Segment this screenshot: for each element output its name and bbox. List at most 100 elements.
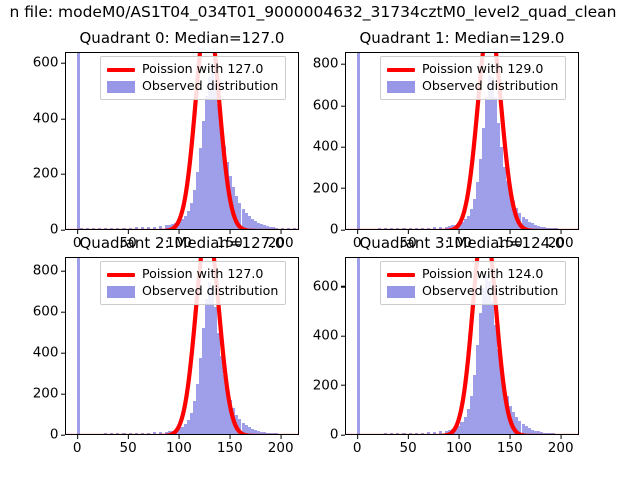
poisson-line-swatch xyxy=(386,63,415,77)
legend-entry: Observed distribution xyxy=(106,78,279,95)
histogram-bar xyxy=(490,300,495,434)
legend-label: Observed distribution xyxy=(421,78,559,94)
histogram-bar xyxy=(146,432,150,434)
histogram-bar xyxy=(186,419,190,434)
histogram-bar xyxy=(165,431,169,434)
histogram-bar xyxy=(220,356,224,434)
histogram-bar xyxy=(159,225,163,229)
histogram-bar xyxy=(408,227,412,229)
poisson-curve-quadrant-2 xyxy=(66,258,298,434)
histogram-bar xyxy=(293,228,297,229)
histogram-bar xyxy=(287,228,291,229)
histogram-bar xyxy=(241,208,245,229)
legend-entry: Poission with 127.0 xyxy=(106,266,278,283)
y-tick-label: 600 xyxy=(313,279,345,294)
poisson-line-swatch xyxy=(106,268,135,282)
legend-label: Poission with 124.0 xyxy=(421,266,544,282)
histogram-bar xyxy=(214,84,218,229)
histogram-bar xyxy=(463,417,467,434)
subplot-quadrant-1: Quadrant 1: Median=129.0 0 200 400 600 800 0 50… xyxy=(313,29,579,249)
histogram-bar xyxy=(110,227,114,229)
observed-patch-swatch xyxy=(106,285,135,299)
histogram-bar xyxy=(432,227,437,229)
x-tick-label: 150 xyxy=(497,230,523,250)
histogram-bar xyxy=(512,412,516,434)
histogram-bar xyxy=(460,422,464,434)
histogram-bar xyxy=(201,120,205,229)
histogram-bar xyxy=(268,226,273,229)
legend-label: Poission with 127.0 xyxy=(141,266,264,282)
observed-patch-swatch xyxy=(386,80,415,94)
histogram-bar xyxy=(463,219,467,229)
histogram-bar xyxy=(497,123,501,229)
histogram-bar xyxy=(484,275,488,434)
histogram-bar xyxy=(241,422,245,434)
zero-bin-spike xyxy=(76,258,80,434)
histogram-bar xyxy=(533,224,537,229)
legend-label: Observed distribution xyxy=(141,78,279,94)
x-tick-label: 150 xyxy=(217,230,243,250)
figure-suptitle-text: n file: modeM0/AS1T04_034T01_9000004632_… xyxy=(9,3,617,21)
histogram-bar xyxy=(469,209,473,229)
histogram-bar xyxy=(272,227,276,229)
histogram-bar xyxy=(536,431,540,434)
histogram-bar xyxy=(201,327,205,434)
histogram-bar xyxy=(186,210,190,229)
x-tick-label: 200 xyxy=(268,435,294,455)
histogram-bar xyxy=(272,433,276,434)
subplot-quadrant-0: Quadrant 0: Median=127.0 0 200 400 600 0 50 100… xyxy=(33,29,299,249)
x-tick-label: 0 xyxy=(73,435,82,455)
x-tick-label: 50 xyxy=(119,230,136,250)
histogram-bar xyxy=(98,228,102,229)
histogram-bar xyxy=(448,226,452,229)
histogram-bar xyxy=(210,286,215,434)
histogram-bar xyxy=(494,325,498,434)
histogram-bar xyxy=(466,215,470,229)
histogram-bar xyxy=(204,95,208,229)
histogram-bar xyxy=(210,73,215,229)
histogram-bar xyxy=(500,147,504,229)
x-tick-label: 0 xyxy=(353,435,362,455)
histogram-bar xyxy=(253,221,257,229)
histogram-bar xyxy=(414,227,418,229)
legend-quadrant-1: Poission with 129.0 Observed distribution xyxy=(379,56,567,100)
histogram-bar xyxy=(445,430,449,434)
subplot-title-quadrant-2: Quadrant 2: Median=127.0 xyxy=(79,234,285,252)
histogram-bar xyxy=(497,348,501,434)
y-tick-label: 600 xyxy=(33,305,65,319)
histogram-bar xyxy=(195,383,199,434)
zero-bin-spike xyxy=(356,53,360,229)
histogram-bar xyxy=(207,77,211,229)
histogram-bar xyxy=(253,430,257,434)
histogram-bar xyxy=(265,432,269,434)
histogram-bar xyxy=(390,228,394,229)
y-tick-label: 400 xyxy=(33,111,65,126)
histogram-bar xyxy=(128,227,132,229)
y-tick-label: 200 xyxy=(33,167,65,182)
histogram-bar xyxy=(487,280,491,434)
histogram-bar xyxy=(408,432,412,434)
histogram-bar xyxy=(390,433,394,434)
histogram-bar xyxy=(487,74,491,229)
y-tick-label: 600 xyxy=(33,56,65,70)
x-tick-label: 100 xyxy=(446,230,472,250)
histogram-bar xyxy=(152,432,157,434)
histogram-bar xyxy=(548,433,553,434)
histogram-bar xyxy=(244,425,248,434)
histogram-bar xyxy=(180,426,184,434)
histogram-bar xyxy=(214,307,218,434)
histogram-bar xyxy=(478,158,482,229)
x-tick-label: 0 xyxy=(353,230,362,250)
histogram-bar xyxy=(420,432,424,434)
histogram-bar xyxy=(262,225,266,229)
histogram-bar xyxy=(475,345,479,434)
histogram-bar xyxy=(91,228,95,229)
x-tick-label: 100 xyxy=(166,230,192,250)
histogram-bar xyxy=(192,401,196,434)
histogram-bar xyxy=(396,228,400,229)
histogram-bar xyxy=(503,384,507,434)
histogram-bar xyxy=(500,368,504,434)
histogram-bar xyxy=(472,199,476,229)
histogram-bar xyxy=(140,227,144,229)
x-tick-label: 200 xyxy=(548,435,574,455)
